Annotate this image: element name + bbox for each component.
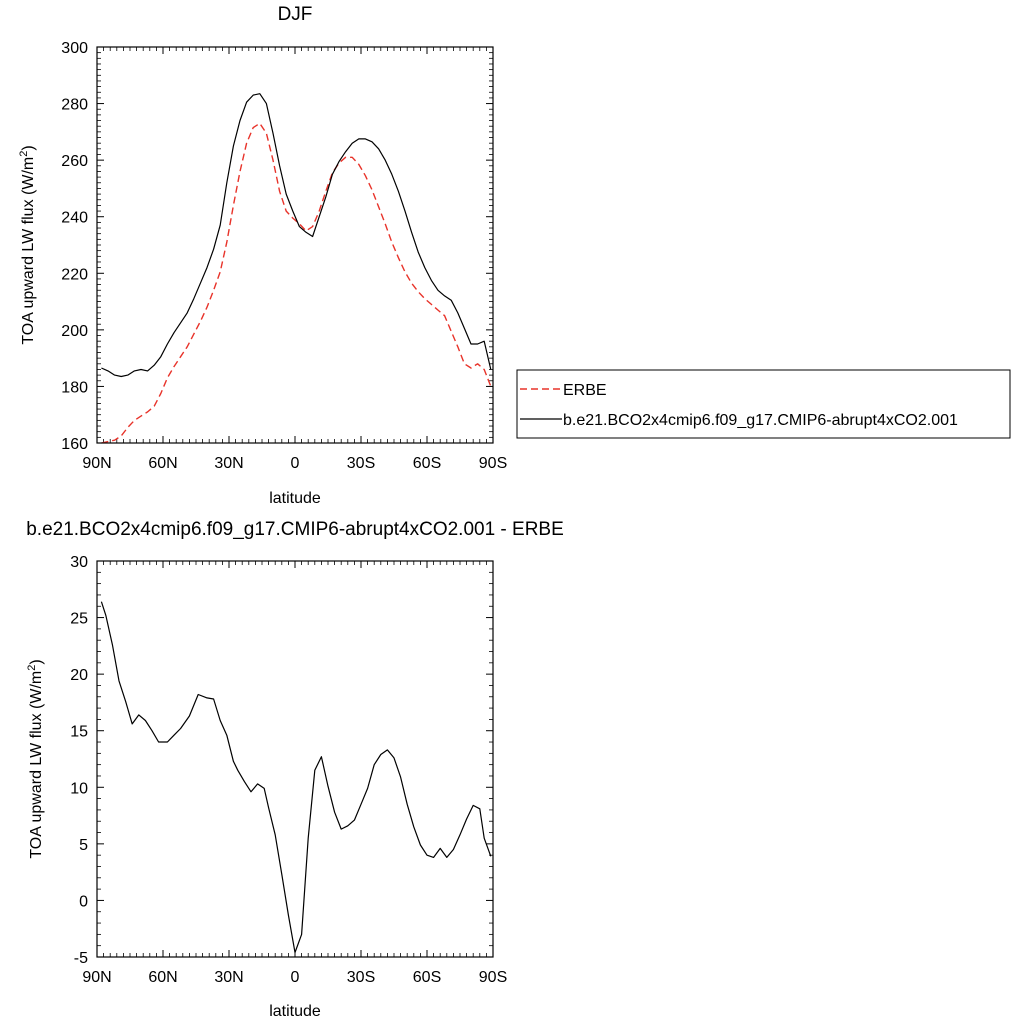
chart-1-y-axis-label: TOA upward LW flux (W/m2) (18, 145, 37, 344)
chart-2-y-tick-label: 0 (79, 893, 88, 910)
chart-1-series (101, 93, 492, 444)
chart-1-plot-frame (96, 46, 494, 444)
chart-1-ticks: 160 180 200 220 240 260 280 300 90N 60N 30N 0 30S 60S… (61, 40, 507, 472)
chart-1-x-tick-label: 60S (413, 455, 441, 472)
chart-2-x-axis-label: latitude (269, 1003, 321, 1020)
chart-2-y-tick-label: 20 (70, 667, 88, 684)
chart-2-x-tick-label: 30N (214, 969, 243, 986)
chart-2-title: b.e21.BCO2x4cmip6.f09_g17.CMIP6-abrupt4x… (26, 519, 564, 540)
legend-label-model: b.e21.BCO2x4cmip6.f09_g17.CMIP6-abrupt4x… (563, 412, 958, 429)
chart-2-ticks: -5 0 5 10 15 20 25 30 90N 60N 30N 0 30S 60S 90S (70, 554, 507, 986)
chart-2-y-tick-label: 10 (70, 780, 88, 797)
chart-2-y-tick-label: 15 (70, 724, 88, 741)
chart-2-x-tick-label: 30S (347, 969, 375, 986)
chart-2-x-tick-label: 60N (148, 969, 177, 986)
chart-panel-2: b.e21.BCO2x4cmip6.f09_g17.CMIP6-abrupt4x… (26, 519, 564, 1020)
chart-2-y-axis-label: TOA upward LW flux (W/m2) (26, 659, 45, 858)
legend-box (516, 369, 1011, 439)
chart-2-plot-frame (96, 560, 494, 958)
chart-1-series-line-model (101, 93, 492, 378)
chart-1-series-line-erbe (101, 122, 492, 444)
chart-1-x-tick-label: 60N (148, 455, 177, 472)
chart-1-y-tick-label: 280 (61, 97, 88, 114)
chart-2-x-tick-label: 0 (291, 969, 300, 986)
chart-1-x-tick-label: 0 (291, 455, 300, 472)
chart-1-y-tick-label: 260 (61, 153, 88, 170)
chart-1-y-tick-label: 300 (61, 40, 88, 57)
chart-1-legend: ERBE b.e21.BCO2x4cmip6.f09_g17.CMIP6-abr… (516, 369, 1011, 439)
chart-2-x-tick-label: 90N (82, 969, 111, 986)
chart-2-y-tick-label: -5 (74, 950, 88, 967)
chart-1-x-tick-label: 30N (214, 455, 243, 472)
chart-panel-1: DJF 160 180 200 220 240 260 280 300 90N 60N 30N 0 30… (18, 4, 1011, 507)
legend-label-erbe: ERBE (563, 382, 607, 399)
chart-2-y-tick-label: 5 (79, 837, 88, 854)
chart-1-y-tick-label: 220 (61, 266, 88, 283)
chart-1-y-tick-label: 160 (61, 436, 88, 453)
chart-2-x-tick-label: 90S (479, 969, 507, 986)
chart-1-x-axis-label: latitude (269, 490, 321, 507)
chart-1-y-tick-label: 240 (61, 210, 88, 227)
chart-2-series-line-difference (100, 601, 492, 954)
chart-2-series (100, 601, 492, 954)
chart-2-y-tick-label: 25 (70, 611, 88, 628)
chart-1-x-tick-label: 90S (479, 455, 507, 472)
chart-1-x-tick-label: 90N (82, 455, 111, 472)
chart-2-y-tick-label: 30 (70, 554, 88, 571)
chart-1-y-tick-label: 200 (61, 323, 88, 340)
chart-1-title: DJF (278, 4, 313, 25)
chart-1-x-tick-label: 30S (347, 455, 375, 472)
chart-2-x-tick-label: 60S (413, 969, 441, 986)
chart-1-y-tick-label: 180 (61, 379, 88, 396)
